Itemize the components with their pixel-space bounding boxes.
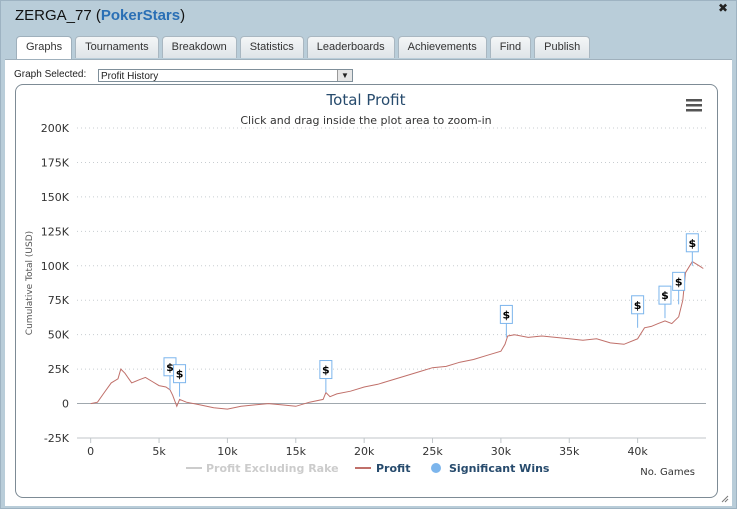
- hamburger-menu-icon[interactable]: [686, 99, 702, 112]
- flag-label: $: [688, 237, 696, 250]
- tab-bar: Graphs Tournaments Breakdown Statistics …: [16, 36, 591, 59]
- y-tick-label: 100K: [41, 260, 70, 273]
- x-tick-label: 25k: [422, 445, 443, 458]
- x-axis-label: No. Games: [640, 467, 695, 478]
- significant-win-flag[interactable]: $: [672, 271, 686, 305]
- flag-box: [319, 360, 333, 380]
- y-tick-label: 25K: [48, 363, 70, 376]
- legend-label-profit-excl-rake: Profit Excluding Rake: [206, 462, 339, 475]
- window-title: ZERGA_77 (PokerStars): [15, 7, 185, 24]
- tab-tournaments[interactable]: Tournaments: [75, 36, 159, 58]
- y-tick-label: 125K: [41, 225, 70, 238]
- x-tick-label: 0: [87, 445, 94, 458]
- y-tick-label: -25K: [44, 432, 70, 445]
- tab-publish[interactable]: Publish: [534, 36, 591, 58]
- significant-win-flag[interactable]: $: [173, 364, 187, 397]
- x-tick-label: 30k: [491, 445, 512, 458]
- flag-label: $: [634, 299, 642, 312]
- chart-title: Total Profit: [326, 91, 406, 109]
- legend-label-significant-wins: Significant Wins: [449, 462, 550, 475]
- player-name: ZERGA_77: [15, 7, 92, 24]
- legend-item-profit-excl-rake[interactable]: Profit Excluding Rake: [186, 462, 339, 475]
- paren-open: (: [95, 7, 101, 24]
- flag-box: [658, 285, 672, 305]
- legend-label-profit: Profit: [376, 462, 410, 475]
- significant-win-flag[interactable]: $: [658, 285, 672, 319]
- chart-subtitle: Click and drag inside the plot area to z…: [240, 114, 491, 127]
- flag-label: $: [675, 275, 683, 288]
- profit-series-line[interactable]: [90, 260, 704, 410]
- x-tick-label: 10k: [217, 445, 238, 458]
- legend-item-significant-wins[interactable]: Significant Wins: [431, 462, 550, 475]
- flag-label: $: [322, 364, 330, 377]
- legend: Profit Excluding Rake Profit Significant…: [186, 462, 550, 475]
- x-tick-label: 35k: [559, 445, 580, 458]
- y-tick-label: 50K: [48, 329, 70, 342]
- tab-graphs[interactable]: Graphs: [16, 36, 73, 59]
- graph-select[interactable]: Profit History ▼: [98, 69, 353, 82]
- x-tick-label: 15k: [286, 445, 307, 458]
- flag-box: [672, 271, 686, 291]
- significant-win-flag[interactable]: $: [319, 360, 333, 393]
- y-tick-label: 175K: [41, 156, 70, 169]
- y-tick-label: 150K: [41, 191, 70, 204]
- flag-label: $: [166, 361, 174, 374]
- network-name[interactable]: PokerStars: [100, 7, 181, 24]
- tab-statistics[interactable]: Statistics: [239, 36, 304, 58]
- tab-leaderboards[interactable]: Leaderboards: [306, 36, 395, 58]
- resize-grip-icon[interactable]: [721, 495, 729, 503]
- graph-selected-label: Graph Selected:: [14, 69, 87, 80]
- flag-box: [173, 364, 187, 384]
- x-tick-label: 40k: [627, 445, 648, 458]
- significant-win-flag[interactable]: $: [685, 233, 699, 266]
- flag-label: $: [661, 289, 669, 302]
- significant-win-flag[interactable]: $: [499, 304, 513, 338]
- close-icon[interactable]: ✖: [717, 1, 728, 15]
- chevron-down-icon[interactable]: ▼: [337, 70, 352, 81]
- x-tick-label: 5k: [152, 445, 166, 458]
- y-tick-label: 75K: [48, 294, 70, 307]
- significant-win-flag[interactable]: $: [631, 295, 645, 328]
- legend-item-profit[interactable]: Profit: [355, 462, 410, 475]
- graph-select-value: Profit History: [101, 71, 159, 82]
- flag-box: [499, 304, 513, 324]
- paren-close: ): [180, 7, 186, 24]
- profit-chart[interactable]: 200K 175K 150K 125K 100K 75K 50K 25K 0 -25K 0 5k 10…: [16, 85, 717, 497]
- tab-find[interactable]: Find: [489, 36, 532, 58]
- flag-box: [631, 295, 645, 315]
- tab-breakdown[interactable]: Breakdown: [161, 36, 237, 58]
- x-tick-label: 20k: [354, 445, 375, 458]
- graphs-panel: Graph Selected: Profit History ▼ 200K 175…: [5, 59, 732, 506]
- y-tick-label: 200K: [41, 122, 70, 135]
- y-tick-label: 0: [62, 398, 69, 411]
- flag-box: [685, 233, 699, 253]
- significant-win-flag[interactable]: $: [163, 357, 177, 390]
- tab-achievements[interactable]: Achievements: [397, 36, 487, 58]
- flag-label: $: [176, 368, 184, 381]
- y-axis-label: Cumulative Total (USD): [25, 231, 35, 335]
- chart-container[interactable]: 200K 175K 150K 125K 100K 75K 50K 25K 0 -25K 0 5k 10…: [15, 84, 718, 498]
- flag-label: $: [503, 308, 511, 321]
